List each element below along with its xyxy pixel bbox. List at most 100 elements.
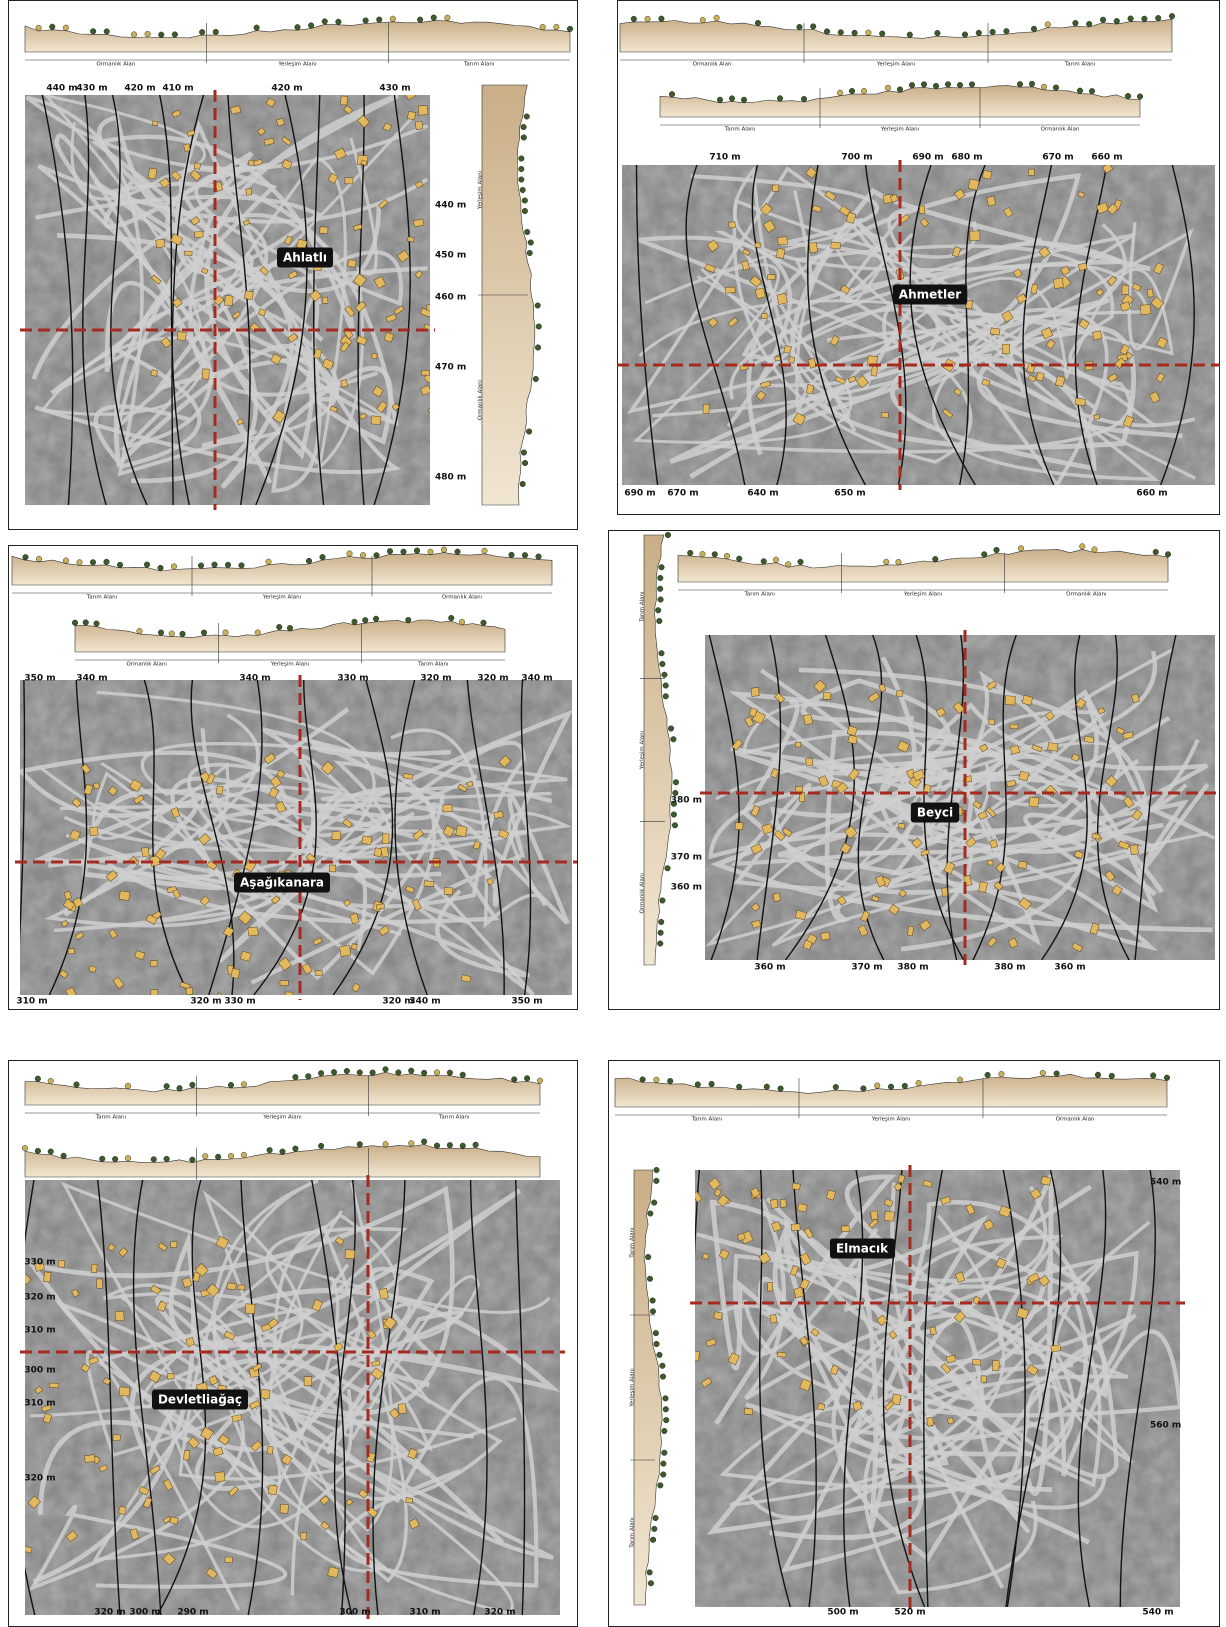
building [1075,697,1087,709]
building [65,1530,78,1543]
contour-line [695,1170,701,1257]
contour-line [864,165,907,485]
building [42,1413,53,1424]
building [245,188,253,196]
tree [520,449,527,456]
tree [664,532,671,539]
building [371,353,378,360]
contour-label: 440 m [435,201,466,211]
building [1018,770,1030,782]
building [700,1377,713,1388]
tree [647,1210,654,1217]
building [727,316,739,328]
tree [1124,93,1131,100]
building [270,353,282,365]
building [793,1286,805,1299]
building [1093,414,1101,420]
tree [168,630,175,637]
contour-line [372,1180,406,1615]
contour-line [156,1180,207,1615]
building [281,159,293,170]
building [1146,288,1154,298]
building [875,875,886,888]
building [108,928,118,939]
contour-line [394,680,428,995]
building [817,1403,826,1411]
building [744,716,755,728]
contour-label: 710 m [709,153,740,163]
building [181,1277,193,1288]
building [749,275,762,288]
building [986,195,997,207]
road [742,1198,1180,1477]
building [275,801,287,814]
building [151,120,159,126]
tree [860,1085,867,1092]
building [986,680,998,691]
building [134,950,146,960]
building [1111,884,1123,896]
tree [668,725,675,732]
building [389,1408,400,1420]
tree [99,1155,106,1162]
zone-label: Ormanlık Alanı [478,379,484,420]
building [810,1327,820,1337]
tree [659,897,666,904]
building [466,780,474,788]
building [818,775,830,788]
tree [713,14,720,21]
contour-line [759,1170,791,1607]
building [61,920,69,928]
tree [957,82,964,89]
building [888,904,900,916]
building [995,1257,1007,1269]
building [420,307,430,318]
aerial-map [705,635,1215,960]
building [117,1505,127,1516]
tree [1039,1069,1046,1076]
building [263,752,277,765]
building [835,781,849,794]
contour-line [373,95,411,505]
tree [1152,548,1159,555]
building [383,1316,397,1330]
building [329,405,338,413]
tree [708,1080,715,1087]
building [754,242,762,249]
building [162,1515,172,1524]
building [1089,922,1100,935]
tree [663,1417,670,1424]
building [102,1377,111,1386]
tree [1091,546,1098,553]
building [783,345,792,354]
tree [116,561,123,568]
tree [651,1199,658,1206]
contour-line [208,680,263,995]
building [770,768,780,779]
building [319,226,329,234]
tree [227,1082,234,1089]
building [1131,282,1142,292]
building [378,199,389,209]
tree [687,549,694,556]
building [981,169,993,180]
tree [1150,1072,1157,1079]
tree [158,31,165,38]
contour-label: 690 m [912,153,943,163]
tree [93,620,100,627]
tree [227,1153,234,1160]
tree [669,91,676,98]
building [1045,339,1056,350]
building [118,1247,129,1258]
building [214,1471,226,1483]
building [1003,206,1014,218]
tree [459,1142,466,1149]
tree [671,822,678,829]
building [170,1241,178,1248]
building [923,784,932,793]
building [1027,374,1037,383]
zone-label: Yerleşim Alanı [640,730,646,770]
building [926,1416,935,1427]
tree [179,630,186,637]
tree [660,1373,667,1380]
